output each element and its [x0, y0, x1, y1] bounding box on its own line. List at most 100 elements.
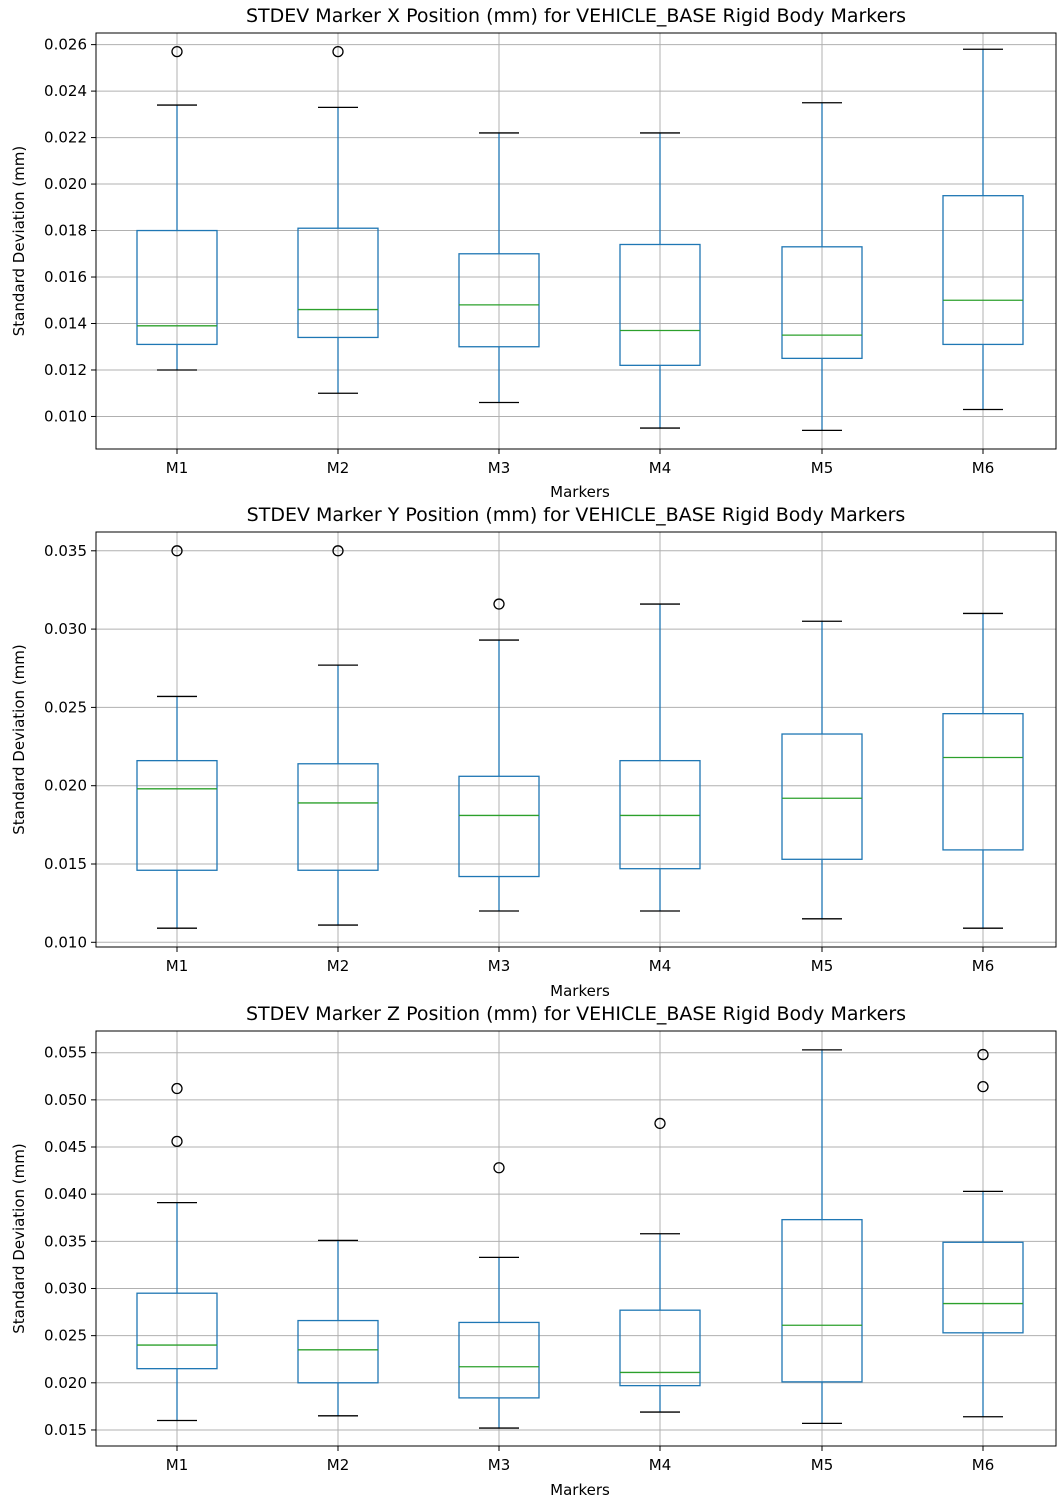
outlier-point — [171, 545, 183, 557]
chart-title: STDEV Marker Y Position (mm) for VEHICLE… — [247, 504, 906, 526]
box-M2 — [297, 1239, 379, 1417]
outlier-point — [654, 1117, 666, 1130]
y-tick-label: 0.050 — [44, 1091, 87, 1109]
y-tick-label: 0.018 — [44, 222, 87, 240]
x-tick-label: M2 — [327, 1456, 350, 1474]
y-tick-label: 0.025 — [44, 1327, 87, 1345]
y-tick-label: 0.040 — [44, 1185, 87, 1203]
x-tick-label: M6 — [972, 1456, 995, 1474]
box-M4 — [619, 132, 701, 429]
x-tick-label: M5 — [811, 957, 834, 975]
x-tick-label: M1 — [166, 957, 189, 975]
box-M5 — [781, 620, 863, 920]
y-tick-label: 0.010 — [44, 933, 87, 951]
chart-title: STDEV Marker Z Position (mm) for VEHICLE… — [246, 1003, 906, 1025]
outlier-point — [977, 1048, 989, 1061]
box-M2 — [297, 545, 379, 926]
axes-frame — [95, 531, 1057, 948]
box-M1 — [136, 1082, 218, 1422]
y-tick-label: 0.026 — [44, 36, 87, 54]
y-tick-label: 0.020 — [44, 1374, 87, 1392]
box-M2 — [297, 45, 379, 394]
x-axis-label: Markers — [550, 483, 610, 501]
box-M3 — [458, 598, 540, 912]
x-tick-label: M3 — [488, 459, 511, 477]
y-tick-label: 0.020 — [44, 175, 87, 193]
y-tick-label: 0.024 — [44, 82, 87, 100]
outlier-point — [171, 45, 183, 58]
y-tick-label: 0.035 — [44, 1232, 87, 1250]
iqr-box — [297, 1319, 379, 1384]
x-tick-label: M3 — [488, 1456, 511, 1474]
iqr-box — [781, 733, 863, 860]
box-M6 — [942, 48, 1024, 411]
y-tick-label: 0.016 — [44, 268, 87, 286]
box-M3 — [458, 1162, 540, 1429]
iqr-box — [781, 246, 863, 360]
box-M5 — [781, 1049, 863, 1425]
x-tick-label: M1 — [166, 459, 189, 477]
iqr-box — [458, 253, 540, 348]
box-M1 — [136, 45, 218, 371]
y-axis-label: Standard Deviation (mm) — [10, 1143, 28, 1333]
box-M3 — [458, 132, 540, 404]
iqr-box — [942, 713, 1024, 851]
x-tick-label: M4 — [649, 459, 672, 477]
chart-panel-3: 0.015 0.020 0.025 0.030 0.035 0.040 0.045 0.050… — [10, 1003, 1057, 1499]
box-M4 — [619, 1117, 701, 1413]
iqr-box — [136, 759, 218, 871]
x-tick-label: M6 — [972, 459, 995, 477]
iqr-box — [136, 1292, 218, 1370]
y-tick-label: 0.015 — [44, 855, 87, 873]
iqr-box — [297, 227, 379, 339]
y-tick-label: 0.045 — [44, 1138, 87, 1156]
iqr-box — [458, 775, 540, 878]
y-tick-label: 0.020 — [44, 777, 87, 795]
axes-frame — [95, 1030, 1057, 1447]
x-tick-label: M1 — [166, 1456, 189, 1474]
y-tick-label: 0.030 — [44, 1279, 87, 1297]
box-M4 — [619, 603, 701, 912]
x-tick-label: M4 — [649, 1456, 672, 1474]
outlier-point — [171, 1135, 183, 1148]
iqr-box — [619, 243, 701, 366]
x-tick-label: M2 — [327, 459, 350, 477]
y-tick-label: 0.025 — [44, 698, 87, 716]
y-axis-label: Standard Deviation (mm) — [10, 644, 28, 834]
outlier-point — [493, 598, 505, 610]
y-tick-label: 0.022 — [44, 129, 87, 147]
y-tick-label: 0.012 — [44, 361, 87, 379]
outlier-point — [493, 1162, 505, 1174]
outlier-point — [332, 545, 344, 557]
x-tick-label: M3 — [488, 957, 511, 975]
x-tick-label: M5 — [811, 459, 834, 477]
box-M1 — [136, 545, 218, 929]
chart-panel-1: 0.010 0.012 0.014 0.016 0.018 0.020 0.022 0.024… — [10, 5, 1057, 501]
x-tick-label: M4 — [649, 957, 672, 975]
x-tick-label: M2 — [327, 957, 350, 975]
box-M5 — [781, 102, 863, 432]
outlier-point — [977, 1080, 989, 1093]
iqr-box — [297, 763, 379, 871]
iqr-box — [136, 229, 218, 346]
y-tick-label: 0.030 — [44, 620, 87, 638]
iqr-box — [458, 1321, 540, 1399]
x-axis-label: Markers — [550, 982, 610, 1000]
y-tick-label: 0.035 — [44, 542, 87, 560]
outlier-point — [332, 45, 344, 58]
iqr-box — [619, 759, 701, 870]
x-axis-label: Markers — [550, 1481, 610, 1499]
y-tick-label: 0.014 — [44, 315, 87, 333]
box-M6 — [942, 1048, 1024, 1418]
iqr-box — [942, 1241, 1024, 1334]
iqr-box — [781, 1218, 863, 1383]
axes-frame — [95, 32, 1057, 450]
chart-title: STDEV Marker X Position (mm) for VEHICLE… — [246, 5, 906, 27]
box-M6 — [942, 612, 1024, 929]
iqr-box — [619, 1309, 701, 1387]
y-tick-label: 0.015 — [44, 1421, 87, 1439]
y-tick-label: 0.055 — [44, 1044, 87, 1062]
chart-panel-2: 0.010 0.015 0.020 0.025 0.030 0.035 M1 M2 M3 M4 M5… — [10, 504, 1057, 1000]
y-axis-label: Standard Deviation (mm) — [10, 146, 28, 336]
